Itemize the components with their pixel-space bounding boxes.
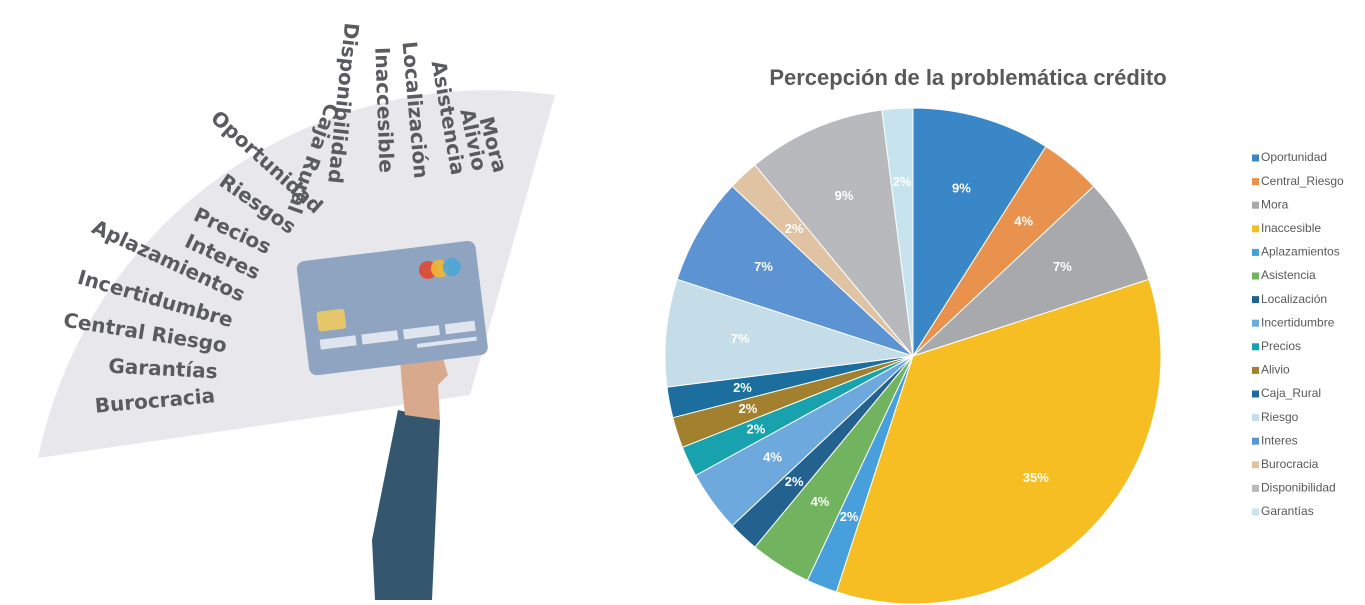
data-label: 2% (733, 380, 752, 395)
data-label: 4% (763, 449, 782, 464)
pie-slice (881, 107, 914, 357)
legend-swatch (1252, 154, 1259, 162)
legend-label: Inaccesible (1261, 221, 1321, 235)
legend-swatch (1252, 437, 1259, 445)
legend-swatch (1252, 508, 1259, 516)
legend-label: Burocracia (1261, 457, 1319, 471)
pie-slice (835, 278, 1162, 605)
pie-slice (664, 278, 914, 388)
data-label: 2% (738, 401, 757, 416)
data-label: 2% (747, 421, 766, 436)
pie-slice (676, 185, 914, 357)
legend-swatch (1252, 272, 1259, 280)
legend-swatch (1252, 319, 1259, 327)
legend-label: Disponibilidad (1261, 481, 1336, 495)
legend-swatch (1252, 390, 1259, 398)
data-label: 2% (893, 174, 912, 189)
legend-label: Oportunidad (1261, 150, 1327, 164)
legend-swatch (1252, 201, 1259, 209)
legend-swatch (1252, 225, 1259, 233)
legend-swatch (1252, 484, 1259, 492)
legend-label: Aplazamientos (1261, 245, 1340, 259)
data-label: 2% (785, 474, 804, 489)
legend-label: Asistencia (1261, 268, 1316, 282)
fan-word: Inaccesible (370, 47, 398, 174)
pie-slice (912, 185, 1150, 357)
legend-swatch (1252, 296, 1259, 304)
pie-slice (754, 109, 914, 358)
legend-label: Garantías (1261, 504, 1314, 518)
legend-swatch (1252, 343, 1259, 351)
data-label: 9% (835, 188, 854, 203)
credit-card (296, 240, 488, 376)
legend-label: Localización (1261, 292, 1327, 306)
data-label: 7% (754, 259, 773, 274)
legend-swatch (1252, 461, 1259, 469)
legend-label: Central_Riesgo (1261, 174, 1344, 188)
legend-label: Riesgo (1261, 410, 1299, 424)
pie-slice (912, 107, 1047, 358)
legend-label: Incertidumbre (1261, 315, 1335, 329)
data-label: 4% (1014, 214, 1033, 229)
data-label: 7% (1053, 259, 1072, 274)
legend-swatch (1252, 248, 1259, 256)
legend-swatch (1252, 414, 1259, 422)
data-label: 2% (840, 509, 859, 524)
legend-label: Precios (1261, 339, 1301, 353)
data-label: 35% (1023, 470, 1049, 485)
data-label: 9% (952, 181, 971, 196)
chart-title: Percepción de la problemática crédito (769, 65, 1166, 90)
legend-label: Interes (1261, 433, 1298, 447)
data-label: 7% (731, 331, 750, 346)
data-label: 4% (811, 494, 830, 509)
arm (372, 355, 448, 600)
legend-label: Alivio (1261, 363, 1290, 377)
legend-label: Mora (1261, 197, 1289, 211)
data-label: 2% (785, 221, 804, 236)
legend-swatch (1252, 178, 1259, 186)
legend-label: Caja_Rural (1261, 386, 1321, 400)
fan-word: Garantías (108, 354, 218, 384)
legend-swatch (1252, 366, 1259, 374)
